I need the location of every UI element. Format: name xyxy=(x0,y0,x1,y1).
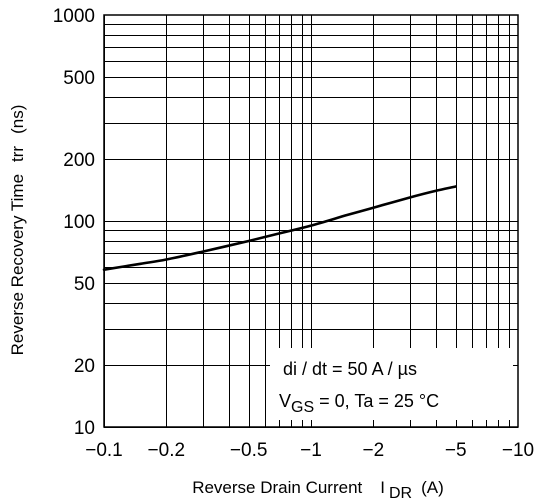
y-tick-label: 1000 xyxy=(53,6,95,27)
y-tick-labels: 10 20 50 100 200 500 1000 xyxy=(53,6,95,439)
x-tick-label: −5 xyxy=(445,440,467,461)
y-tick-label: 500 xyxy=(63,68,95,89)
x-tick-label: −10 xyxy=(502,440,534,461)
y-tick-label: 100 xyxy=(63,212,95,233)
x-tick-label: −0.2 xyxy=(148,440,186,461)
annotation-box: di / dt = 50 A / µs VGS = 0, Ta = 25 °C xyxy=(270,348,513,420)
y-tick-label: 10 xyxy=(74,418,95,439)
y-tick-label: 20 xyxy=(74,356,95,377)
x-tick-label: −1 xyxy=(300,440,322,461)
x-tick-label: −0.1 xyxy=(85,440,123,461)
x-tick-label: −2 xyxy=(362,440,384,461)
y-axis-label: Reverse Recovery Timetrr(ns) xyxy=(8,105,27,356)
x-tick-label: −0.5 xyxy=(230,440,268,461)
x-tick-labels: −0.1 −0.2 −0.5 −1 −2 −5 −10 xyxy=(85,440,534,461)
x-axis-label: Reverse Drain Current I DR (A) xyxy=(192,478,444,502)
y-tick-label: 200 xyxy=(63,150,95,171)
annotation-didt: di / dt = 50 A / µs xyxy=(283,359,417,379)
y-tick-label: 50 xyxy=(74,274,95,295)
